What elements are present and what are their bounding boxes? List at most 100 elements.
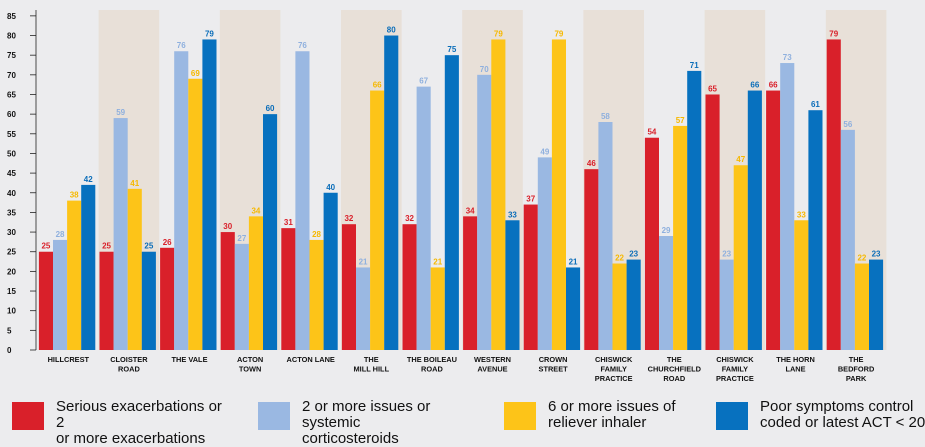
- data-label: 34: [251, 206, 260, 215]
- data-label: 33: [797, 210, 806, 219]
- bar: [644, 137, 659, 350]
- y-tick-label: 85: [7, 12, 16, 21]
- category-label: PRACTICE: [595, 374, 633, 383]
- data-label: 25: [144, 242, 153, 251]
- bar: [356, 267, 371, 350]
- legend-swatch: [12, 402, 44, 430]
- legend-swatch: [504, 402, 536, 430]
- category-label: BEDFORD: [838, 365, 875, 374]
- bar: [384, 35, 399, 350]
- bar: [626, 259, 641, 350]
- bar: [81, 184, 96, 350]
- y-tick-label: 80: [7, 32, 16, 41]
- legend-swatch: [716, 402, 748, 430]
- data-label: 59: [116, 108, 125, 117]
- category-label: ROAD: [421, 365, 443, 374]
- category-label: HILLCREST: [48, 355, 90, 364]
- legend: Serious exacerbations or 2 or more exacer…: [0, 398, 925, 447]
- category-label: AVENUE: [477, 365, 507, 374]
- category-label: WESTERN: [474, 355, 511, 364]
- data-label: 40: [326, 183, 335, 192]
- legend-label: 2 or more issues or systemic corticostero…: [302, 398, 431, 447]
- bar: [673, 125, 688, 351]
- data-label: 28: [56, 230, 65, 239]
- y-tick-label: 70: [7, 71, 16, 80]
- category-label: PARK: [846, 374, 867, 383]
- category-label: STREET: [539, 365, 569, 374]
- data-label: 66: [373, 81, 382, 90]
- y-tick-label: 20: [7, 267, 16, 276]
- bar: [234, 243, 249, 350]
- data-label: 79: [205, 29, 214, 38]
- bar: [705, 94, 720, 350]
- data-label: 25: [102, 242, 111, 251]
- data-label: 54: [647, 128, 656, 137]
- y-tick-label: 10: [7, 307, 16, 316]
- category-label: ROAD: [118, 365, 140, 374]
- legend-label: Poor symptoms control coded or latest ACT…: [760, 398, 925, 431]
- data-label: 79: [494, 29, 503, 38]
- bar: [598, 122, 613, 350]
- data-label: 57: [676, 116, 685, 125]
- data-label: 60: [266, 104, 275, 113]
- data-label: 42: [84, 175, 93, 184]
- category-label: CHURCHFIELD: [648, 365, 702, 374]
- bar: [127, 188, 142, 350]
- bar: [67, 200, 82, 350]
- data-label: 66: [750, 81, 759, 90]
- bar: [687, 70, 702, 351]
- bar: [295, 51, 310, 350]
- bar: [99, 251, 114, 350]
- bar: [733, 165, 748, 350]
- bar: [263, 114, 278, 350]
- bar: [584, 169, 599, 350]
- category-label: CHISWICK: [716, 355, 754, 364]
- data-label: 73: [783, 53, 792, 62]
- category-label: TOWN: [239, 365, 261, 374]
- category-label: ACTON LANE: [287, 355, 335, 364]
- bar: [38, 251, 53, 350]
- bar: [323, 192, 338, 350]
- bar: [719, 259, 734, 350]
- category-label: FAMILY: [722, 365, 748, 374]
- data-label: 49: [540, 147, 549, 156]
- data-label: 67: [419, 77, 428, 86]
- bar: [220, 232, 235, 350]
- bar: [869, 259, 884, 350]
- data-label: 37: [526, 195, 535, 204]
- data-label: 58: [601, 112, 610, 121]
- bars: [38, 35, 884, 351]
- bar: [505, 220, 520, 350]
- data-label: 61: [811, 100, 820, 109]
- category-label: LANE: [785, 365, 805, 374]
- data-label: 76: [177, 41, 186, 50]
- y-tick-label: 75: [7, 51, 16, 60]
- data-label: 23: [722, 250, 731, 259]
- category-label: THE HORN: [776, 355, 815, 364]
- bar: [840, 129, 855, 350]
- data-label: 31: [284, 218, 293, 227]
- bar: [188, 78, 203, 351]
- data-label: 23: [872, 250, 881, 259]
- data-label: 25: [41, 242, 50, 251]
- bar: [766, 90, 781, 350]
- bar: [523, 204, 538, 350]
- data-label: 33: [508, 210, 517, 219]
- data-label: 23: [629, 250, 638, 259]
- y-tick-label: 60: [7, 110, 16, 119]
- bar: [780, 63, 795, 350]
- y-tick-label: 65: [7, 90, 16, 99]
- data-label: 41: [130, 179, 139, 188]
- legend-label: 6 or more issues of reliever inhaler: [548, 398, 676, 431]
- data-label: 76: [298, 41, 307, 50]
- data-label: 22: [857, 254, 866, 263]
- bar: [463, 216, 478, 350]
- bar: [174, 51, 189, 350]
- bar: [309, 239, 324, 350]
- bar: [370, 90, 385, 350]
- bar: [659, 236, 674, 350]
- category-label: CROWN: [539, 355, 568, 364]
- data-label: 65: [708, 84, 717, 93]
- y-tick-label: 35: [7, 208, 16, 217]
